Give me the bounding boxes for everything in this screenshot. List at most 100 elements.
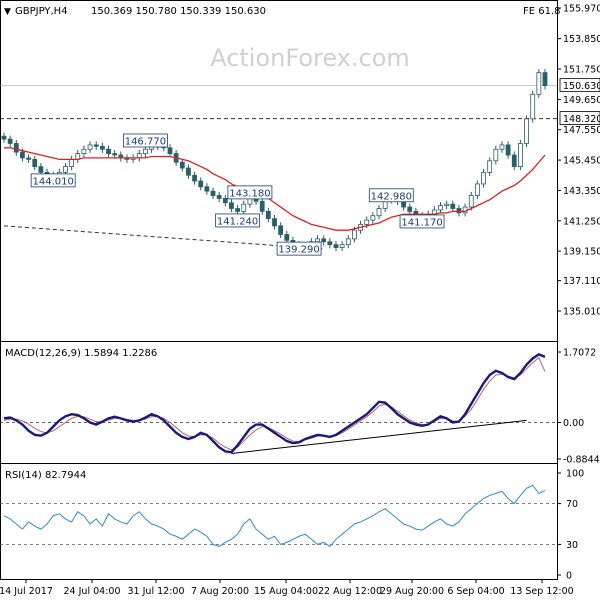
annotation-label: 141.240 [217,216,258,227]
x-tick-label: 14 Jul 2017 [0,586,53,597]
candle-body [222,197,228,204]
candle-body [93,144,99,147]
price-tick-label: 151.750 [563,65,600,76]
rsi-layer [0,484,557,548]
candle-body [1,135,7,140]
candle-body [229,202,234,209]
candle-body [345,238,351,246]
price-annotation: 144.010 [30,173,76,188]
macd-trendline [231,419,527,454]
annotation-label: 139.290 [278,245,319,256]
annotation-box [227,185,273,200]
candle-body [481,171,486,185]
candle-body [136,153,142,159]
rsi-panel-border [0,463,558,580]
resistance-label-box [559,111,600,125]
macd-line [3,353,546,454]
x-tick-label: 31 Jul 12:00 [128,586,185,597]
rsi-tick-label: 100 [566,469,584,480]
price-tick-label: 155.970 [563,4,600,15]
macd-tick-label: 0.00 [563,418,584,429]
candle-body [376,208,382,217]
candle-body [444,203,450,207]
macd-title: MACD(12,26,9) 1.5894 1.2286 [5,348,157,359]
frame [0,0,558,580]
candle-body [106,148,111,154]
last-price-label: 150.630 [559,78,600,93]
candle-body [235,208,241,212]
price-tick-label: 139.150 [563,247,600,258]
candle-body [352,229,357,240]
candle-body [7,138,13,144]
annotation-box [30,173,76,188]
candle-body [364,219,370,225]
candle-body [99,145,105,150]
header-ohlc: 150.369 150.780 150.339 150.630 [91,6,266,17]
candle-body [438,205,443,211]
candle-body [81,148,87,154]
candle-body [87,144,93,150]
candle-body [370,215,376,221]
axis-layer: 155.970 153.850 151.750 149.650 147.550 145.4… [0,4,600,597]
candle-body [321,238,327,243]
candle-body [505,144,511,156]
candle-body [499,144,505,150]
candle-body [69,158,75,167]
annotation-label: 143.180 [229,188,270,199]
candle-body [493,148,499,162]
x-tick-label: 22 Aug 12:00 [318,586,382,597]
resistance-price-label: 148.320 [559,111,600,125]
candle-body [333,244,339,248]
annotation-box [215,213,261,228]
candle-body [450,203,456,209]
candle-body [284,234,290,241]
price-layer: 146.770 144.010 143.180 141.240 139.290 142.9… [0,69,557,256]
candle-body [32,158,38,167]
price-tick-label: 153.850 [563,34,600,45]
price-annotation: 143.180 [227,185,273,200]
price-annotation: 142.980 [368,188,414,202]
rsi-title: RSI(14) 82.7944 [5,470,86,481]
price-annotation: 141.170 [399,214,445,229]
price-annotation: 141.240 [215,213,261,228]
candle-body [407,206,413,212]
support-trendline [3,225,324,250]
x-tick-label: 13 Sep 12:00 [510,586,573,597]
macd-layer [0,353,557,454]
candle-body [468,195,474,208]
candle-body [339,244,345,248]
candle-body [13,143,19,153]
rsi-tick-label: 30 [566,540,578,551]
price-tick-label: 145.450 [563,156,600,167]
candle-body [179,161,185,169]
price-annotation: 139.290 [276,241,322,256]
x-tick-label: 29 Aug 20:00 [380,586,444,597]
macd-panel-border [0,341,558,464]
header-symbol: GBPJPY,H4 [15,6,68,17]
candle-body [63,166,68,173]
candle-body [26,157,31,160]
resistance-label-text: 148.320 [563,114,600,125]
candle-body [167,147,173,154]
candle-body [518,143,523,167]
candle-body [511,154,517,167]
candle-body [142,148,148,154]
candle-body [204,186,210,192]
candle-body [536,72,542,95]
watermark: ActionForex.com [210,44,410,72]
candle-body [474,183,480,196]
annotation-box [399,214,445,229]
fib-label: FE 61.8 [523,6,561,17]
x-tick-label: 6 Sep 04:00 [447,586,504,597]
candle-body [198,180,204,188]
candle-body [265,210,271,220]
price-tick-label: 137.110 [563,276,600,287]
macd-tick-label: 1.7072 [563,348,596,359]
candle-body [186,167,191,176]
price-annotation: 146.770 [122,133,168,148]
price-tick-label: 141.250 [563,216,600,227]
annotation-box [122,133,168,148]
candle-body [524,118,529,144]
last-price-box [559,78,600,93]
